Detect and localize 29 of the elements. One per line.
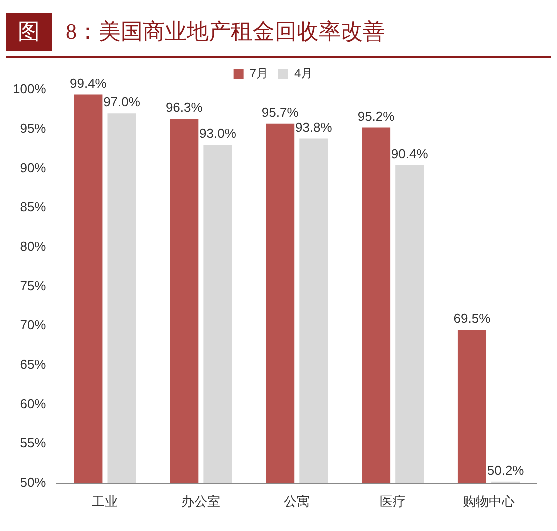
y-tick-label: 100% — [13, 82, 47, 97]
x-tick-label: 办公室 — [182, 494, 221, 509]
data-label: 97.0% — [104, 94, 141, 110]
data-label: 93.8% — [295, 120, 333, 135]
chart-title: 图 8：美国商业地产租金回收率改善 — [17, 18, 385, 46]
y-tick-label: 75% — [20, 278, 47, 294]
y-tick-label: 85% — [20, 200, 47, 215]
y-tick-label: 60% — [20, 396, 47, 412]
data-label: 69.5% — [454, 311, 492, 326]
y-tick-label: 50% — [20, 474, 47, 490]
x-tick-label: 工业 — [92, 494, 118, 509]
y-tick-label: 95% — [20, 120, 47, 136]
data-label: 93.0% — [200, 126, 237, 142]
x-tick-label: 购物中心 — [463, 494, 516, 509]
data-label: 90.4% — [391, 146, 429, 162]
legend-label: 7月 — [250, 66, 269, 80]
data-label: 95.2% — [358, 108, 396, 124]
y-tick-label: 80% — [20, 238, 47, 254]
y-tick-label: 70% — [20, 318, 47, 333]
y-tick-label: 55% — [20, 436, 47, 451]
y-tick-label: 90% — [20, 160, 47, 176]
x-tick-label: 医疗 — [380, 494, 406, 509]
data-label: 95.7% — [262, 104, 300, 120]
y-tick-label: 65% — [20, 356, 47, 372]
legend-label: 4月 — [294, 66, 314, 80]
data-label: 96.3% — [166, 100, 204, 116]
data-label: 99.4% — [70, 76, 108, 91]
x-tick-label: 公寓 — [284, 494, 310, 509]
data-label: 50.2% — [487, 462, 525, 478]
